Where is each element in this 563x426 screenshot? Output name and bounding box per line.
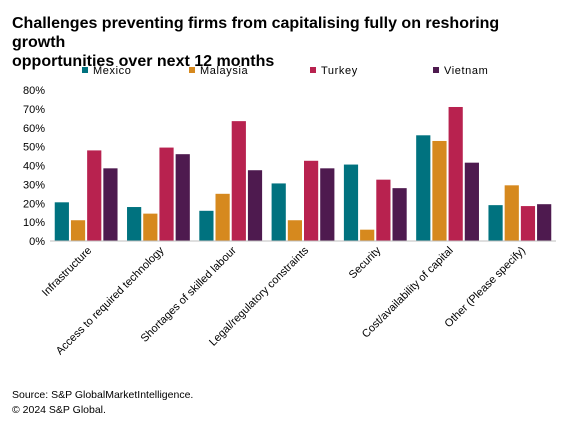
bar-vietnam-5 <box>464 162 479 241</box>
bar-turkey-4 <box>376 179 391 241</box>
legend-label-turkey: Turkey <box>321 65 358 77</box>
legend-swatch-mexico <box>82 67 88 73</box>
chart-footer: Source: S&P GlobalMarketIntelligence. © … <box>12 388 193 418</box>
bar-vietnam-4 <box>392 188 407 241</box>
x-category-label: Security <box>347 244 384 281</box>
bar-chart: Mexico Malaysia Turkey Vietnam 0% 10% 20% 30% 40… <box>23 65 556 357</box>
copyright-note: © 2024 S&P Global. <box>12 404 106 416</box>
bar-mexico-6 <box>488 205 503 241</box>
bar-mexico-3 <box>271 183 286 241</box>
bar-malaysia-5 <box>432 140 447 241</box>
y-tick-label: 0% <box>29 236 45 248</box>
bar-mexico-1 <box>127 207 142 241</box>
bar-vietnam-3 <box>320 168 335 241</box>
y-tick-label: 40% <box>23 161 45 173</box>
chart-title: Challenges preventing firms from capital… <box>12 14 552 71</box>
bar-malaysia-6 <box>504 185 519 241</box>
bar-malaysia-2 <box>215 193 230 241</box>
chart-title-line-2: opportunities over next 12 months <box>12 53 275 70</box>
x-category-label: Infrastructure <box>40 245 94 299</box>
bar-turkey-2 <box>231 121 246 241</box>
y-tick-label: 70% <box>23 104 45 116</box>
legend-label-mexico: Mexico <box>93 65 131 77</box>
legend-swatch-turkey <box>310 67 316 73</box>
bar-malaysia-4 <box>360 229 375 241</box>
bar-vietnam-2 <box>247 170 263 241</box>
y-tick-label: 50% <box>23 142 45 154</box>
bar-mexico-4 <box>343 164 359 241</box>
bar-mexico-5 <box>416 135 431 241</box>
bar-malaysia-3 <box>287 220 302 241</box>
bar-mexico-0 <box>54 202 69 241</box>
legend-swatch-malaysia <box>189 67 195 73</box>
y-tick-label: 20% <box>23 198 45 210</box>
bar-turkey-5 <box>448 106 463 242</box>
y-tick-label: 80% <box>23 85 45 97</box>
chart-title-line-1: Challenges preventing firms from capital… <box>12 15 500 51</box>
bar-turkey-6 <box>520 206 536 241</box>
bar-vietnam-1 <box>175 154 190 241</box>
bar-malaysia-0 <box>70 220 86 241</box>
bar-turkey-1 <box>159 147 174 241</box>
x-category-label: Other (Please specify) <box>443 245 528 330</box>
y-tick-label: 10% <box>23 217 45 229</box>
legend-swatch-vietnam <box>433 67 439 73</box>
bar-turkey-3 <box>304 160 319 241</box>
bar-malaysia-1 <box>143 213 158 241</box>
y-tick-label: 60% <box>23 123 45 135</box>
y-tick-label: 30% <box>23 179 45 191</box>
bar-vietnam-6 <box>537 204 552 241</box>
bar-vietnam-0 <box>103 168 118 241</box>
bar-mexico-2 <box>199 210 214 241</box>
bar-turkey-0 <box>87 150 102 241</box>
source-note: Source: S&P GlobalMarketIntelligence. <box>12 389 194 401</box>
legend-label-malaysia: Malaysia <box>200 65 248 77</box>
legend-label-vietnam: Vietnam <box>444 65 488 77</box>
